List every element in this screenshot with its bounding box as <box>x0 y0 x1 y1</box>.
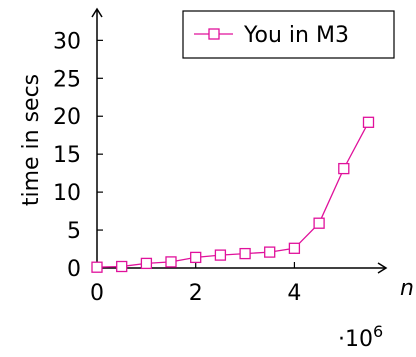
y-tick-label: 25 <box>53 67 81 92</box>
data-point-marker <box>338 162 350 175</box>
series-line <box>96 121 370 268</box>
x-scale-multiplier: ·106 <box>338 322 383 352</box>
data-point-marker <box>91 261 103 273</box>
x-tick-label: 4 <box>287 281 301 306</box>
x-axis-arrowhead <box>377 262 388 274</box>
data-point-marker <box>140 257 153 270</box>
y-axis-arrowhead <box>91 7 103 18</box>
x-axis-label: n <box>400 276 414 301</box>
data-point-marker <box>313 217 325 229</box>
data-point-marker <box>239 247 251 260</box>
y-tick-label: 20 <box>53 105 81 130</box>
y-tick-label: 15 <box>53 143 81 168</box>
y-axis-label: time in secs <box>19 74 44 206</box>
legend: You in M3 <box>182 10 395 59</box>
x-tick-label: 0 <box>90 281 104 306</box>
data-point-marker <box>190 251 202 264</box>
y-tick-label: 0 <box>67 257 81 282</box>
x-ticks: 0 2 4 <box>90 262 301 306</box>
y-tick-label: 10 <box>53 181 81 206</box>
data-point-marker <box>362 116 375 128</box>
y-ticks: 0 5 10 15 20 25 30 <box>53 29 103 282</box>
legend-marker-sample <box>208 28 220 40</box>
x-scale-multiplier-base: ·10 <box>338 327 373 352</box>
data-point-marker <box>116 260 128 273</box>
data-point-marker <box>288 242 301 254</box>
x-tick-label: 2 <box>189 281 203 306</box>
data-point-marker <box>214 249 227 261</box>
data-point-marker <box>165 256 177 268</box>
legend-label: You in M3 <box>243 23 349 48</box>
data-point-marker <box>264 246 276 258</box>
y-tick-label: 30 <box>53 29 81 54</box>
x-scale-multiplier-exponent: 6 <box>373 322 383 341</box>
series-layer <box>91 116 375 273</box>
y-tick-label: 5 <box>67 219 81 244</box>
